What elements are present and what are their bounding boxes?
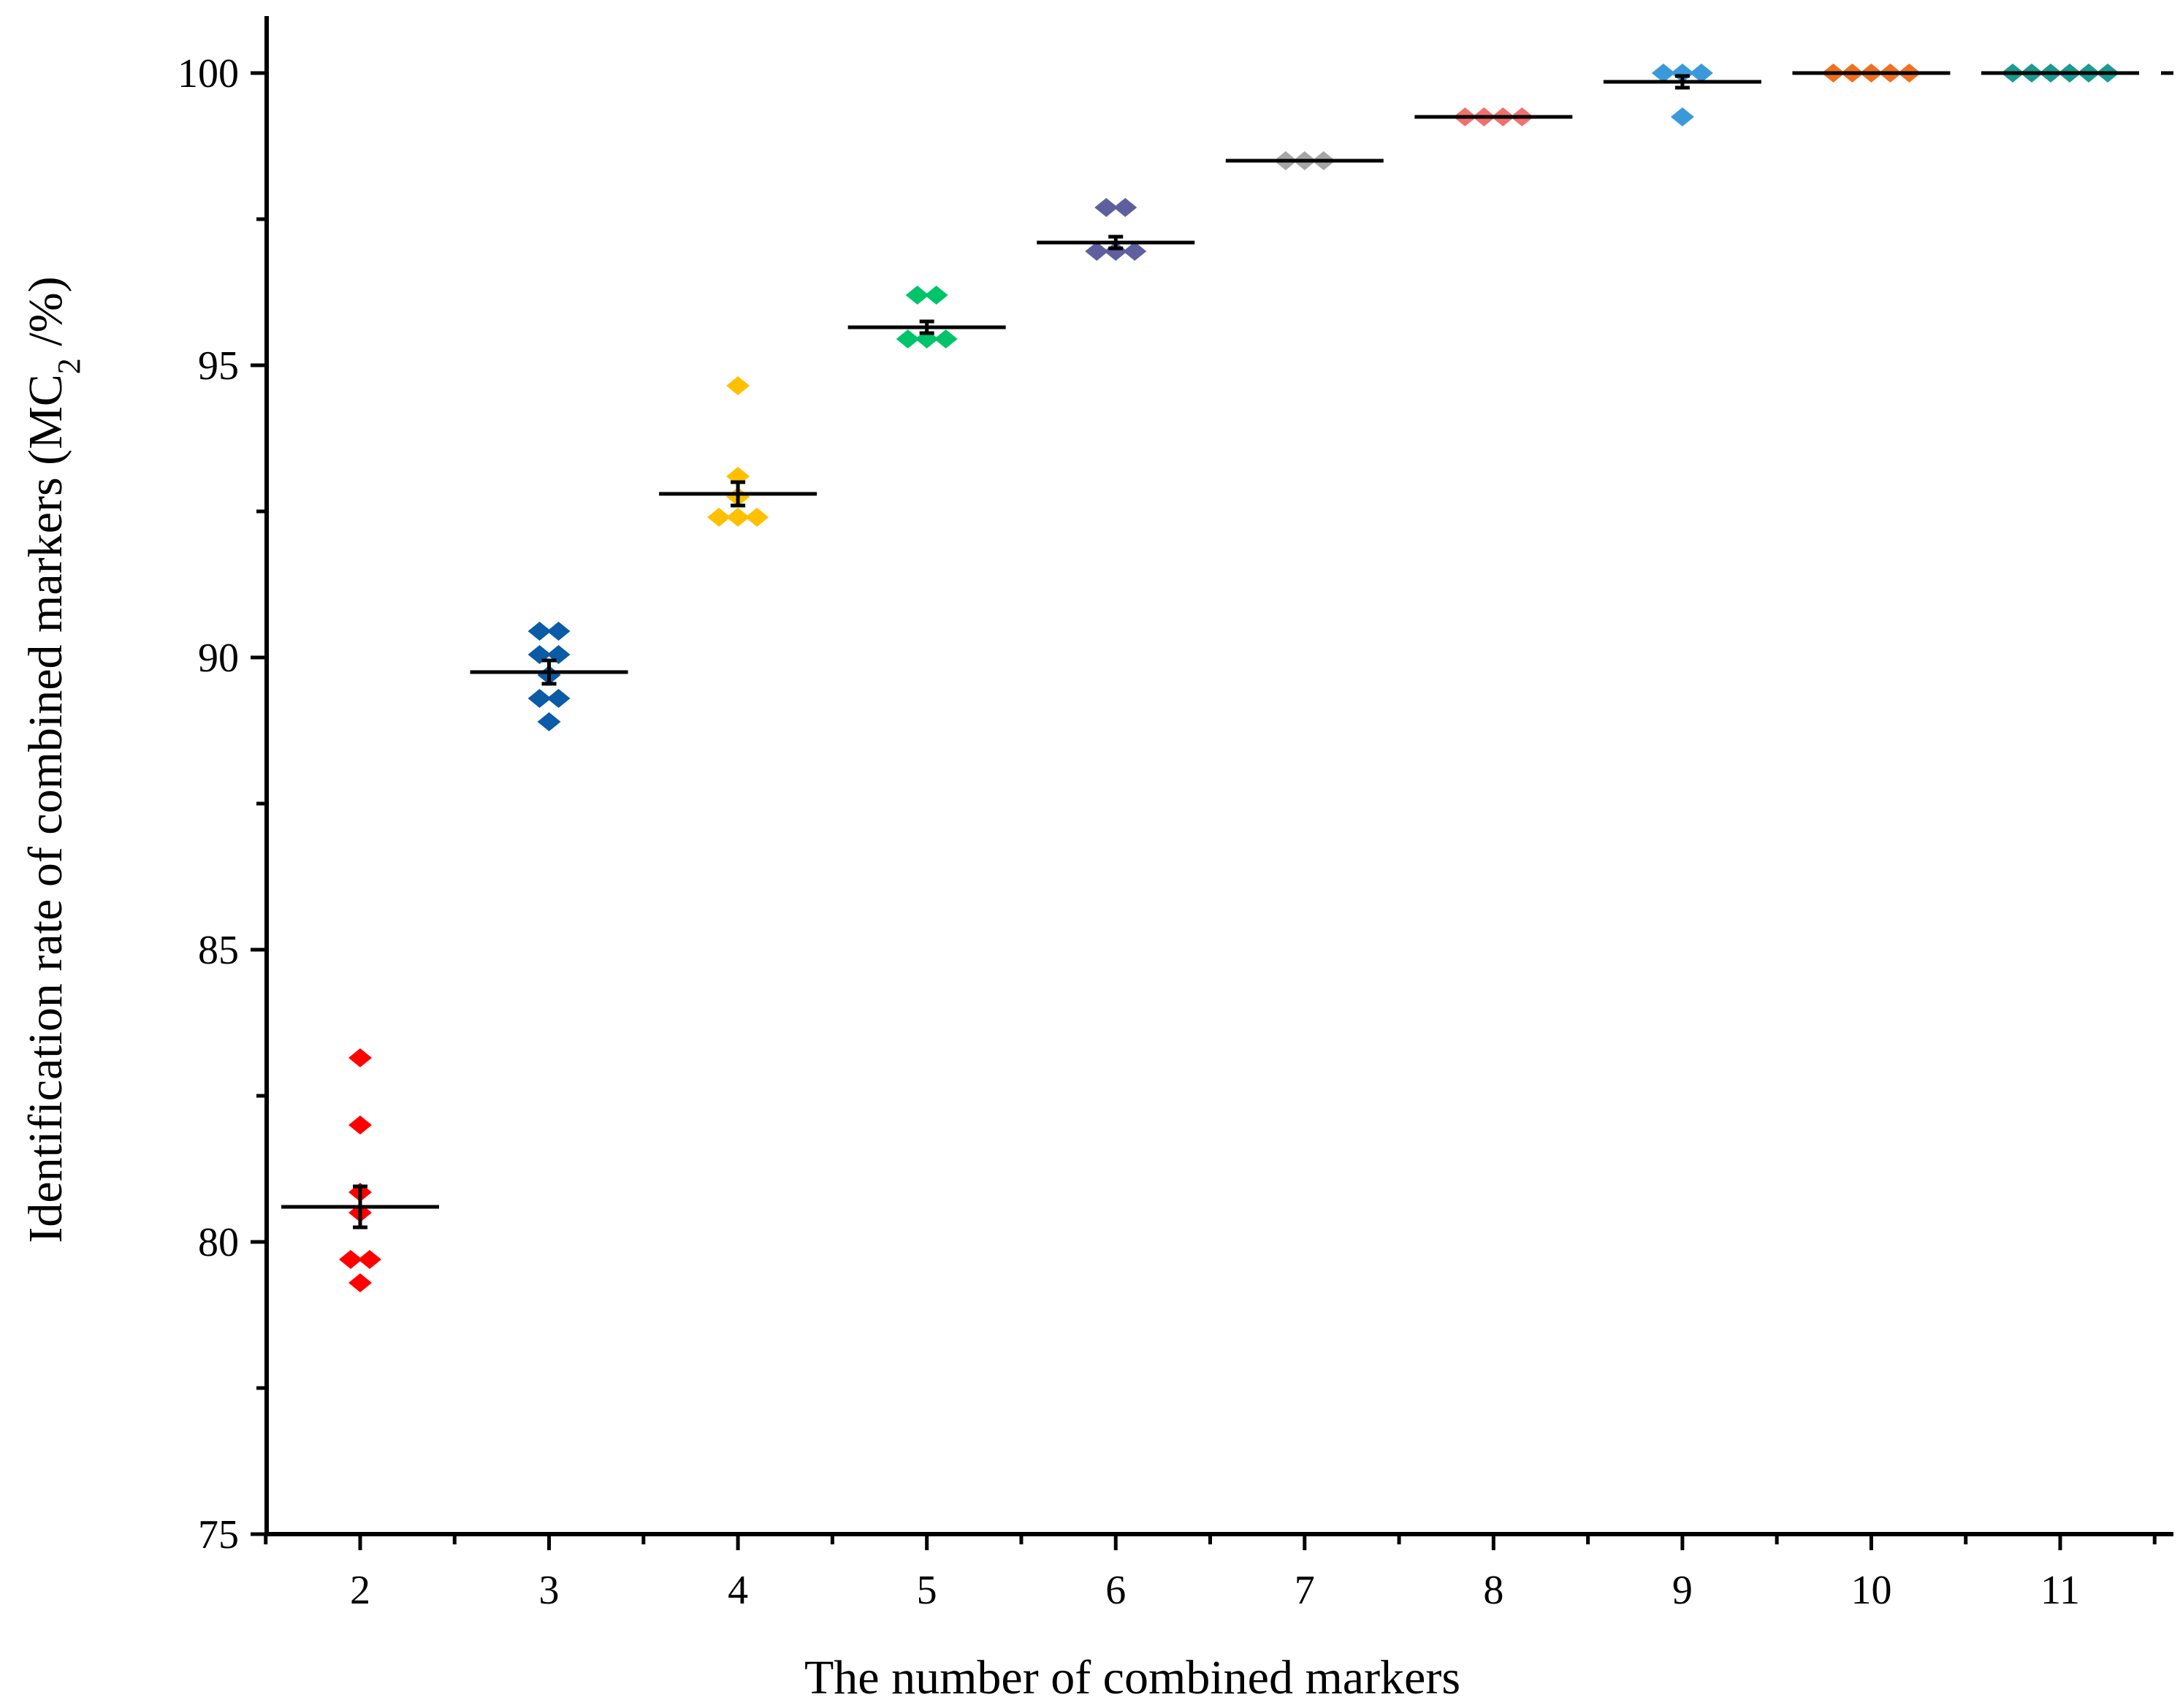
data-point xyxy=(348,1048,372,1067)
y-axis-title-unit: /%) xyxy=(19,276,72,358)
data-point xyxy=(537,712,561,731)
y-tick-label: 100 xyxy=(178,51,239,96)
data-point xyxy=(527,689,552,708)
group-4 xyxy=(659,376,818,527)
y-tick-label: 90 xyxy=(198,636,239,681)
data-point xyxy=(896,329,920,348)
x-tick-label: 9 xyxy=(1672,1568,1693,1613)
group-5 xyxy=(847,286,1006,348)
group-9 xyxy=(1603,64,1761,126)
group-10 xyxy=(1792,64,1951,83)
data-point xyxy=(348,1273,372,1292)
data-point xyxy=(1113,198,1137,217)
x-tick-label: 8 xyxy=(1483,1568,1503,1613)
data-marks xyxy=(281,64,2173,1292)
x-tick-label: 6 xyxy=(1105,1568,1126,1613)
group-6 xyxy=(1037,198,1195,261)
data-point xyxy=(358,1250,381,1269)
data-point xyxy=(527,622,552,641)
data-point xyxy=(1094,198,1118,217)
data-point xyxy=(934,329,958,348)
y-axis-title-subscript: 2 xyxy=(51,358,87,374)
group-2 xyxy=(281,1048,439,1292)
y-tick-label: 80 xyxy=(198,1220,239,1265)
x-tick-label: 2 xyxy=(350,1568,370,1613)
x-tick-label: 11 xyxy=(2040,1568,2080,1613)
data-point xyxy=(348,1116,372,1135)
data-point xyxy=(726,508,750,527)
data-point xyxy=(745,508,769,527)
y-axis-title: Identification rate of combined markers … xyxy=(19,276,87,1243)
data-point xyxy=(1689,64,1713,83)
group-3 xyxy=(470,622,628,731)
data-point xyxy=(924,286,948,305)
y-ticks: 75 80 85 90 95 100 xyxy=(178,51,267,1558)
x-tick-label: 3 xyxy=(539,1568,560,1613)
data-point xyxy=(1123,242,1147,261)
data-point xyxy=(1085,242,1109,261)
data-point xyxy=(1670,107,1694,126)
group-8 xyxy=(1414,107,1573,126)
y-axis-title-main: Identification rate of combined markers … xyxy=(19,374,72,1243)
data-point xyxy=(339,1250,362,1269)
x-tick-label: 5 xyxy=(917,1568,937,1613)
data-point xyxy=(546,622,571,641)
data-point xyxy=(707,508,731,527)
data-point xyxy=(905,286,929,305)
x-axis-title: The number of combined markers xyxy=(804,1651,1460,1704)
x-tick-label: 10 xyxy=(1851,1568,1891,1613)
y-tick-label: 75 xyxy=(198,1512,239,1558)
y-tick-label: 95 xyxy=(198,343,239,389)
group-7 xyxy=(1225,151,1384,170)
data-point xyxy=(546,689,571,708)
group-11 xyxy=(1981,64,2139,83)
x-tick-label: 7 xyxy=(1295,1568,1315,1613)
data-point xyxy=(1651,64,1675,83)
axes xyxy=(264,16,2173,1536)
x-tick-label: 4 xyxy=(728,1568,748,1613)
y-tick-label: 85 xyxy=(198,928,239,973)
x-ticks: 2 3 4 5 6 7 8 9 10 11 xyxy=(264,1534,2157,1613)
data-point xyxy=(726,376,750,395)
